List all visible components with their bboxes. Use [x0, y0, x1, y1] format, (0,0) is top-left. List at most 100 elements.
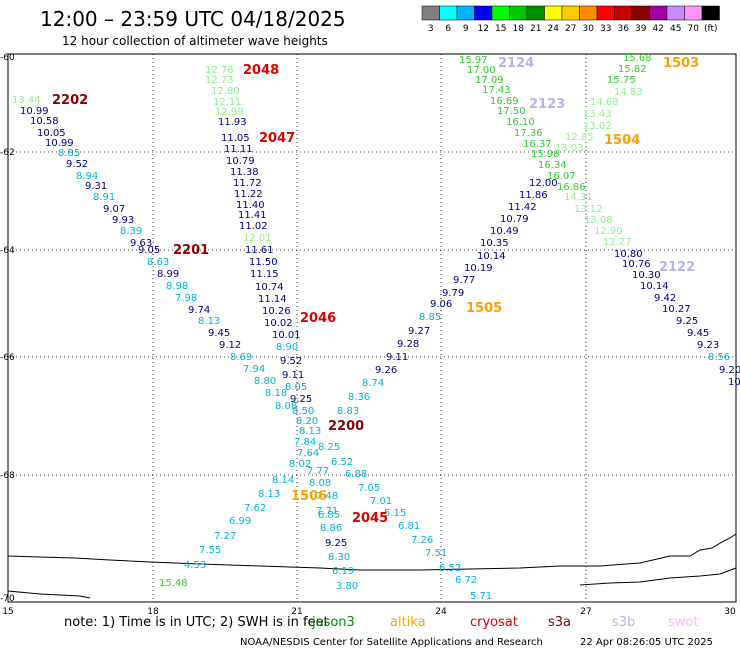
- legend-label: 24: [548, 24, 560, 34]
- legend-swatch: [579, 5, 598, 21]
- wave-height-reading: 8.80: [254, 376, 276, 387]
- satellite-legend-item: s3a: [548, 615, 571, 630]
- wave-height-reading: 8.69: [230, 352, 252, 363]
- legend-label: 15: [495, 24, 506, 34]
- footer-credit: NOAA/NESDIS Center for Satellite Applica…: [240, 637, 543, 648]
- track-label: 1506: [291, 489, 327, 504]
- latitude-label: -62: [0, 148, 15, 158]
- wave-height-reading: 7.98: [175, 293, 197, 304]
- wave-height-reading: 6.72: [455, 575, 477, 586]
- legend-label: 18: [513, 24, 525, 34]
- wave-height-reading: 8.85: [419, 312, 441, 323]
- wave-height-reading: 9.45: [687, 328, 709, 339]
- legend-label: 70: [688, 24, 700, 34]
- wave-height-reading: 9.06: [430, 299, 452, 310]
- longitude-label: 15: [2, 607, 13, 617]
- graticule: [8, 54, 736, 602]
- coastline-east: [579, 567, 737, 586]
- wave-height-reading: 10.14: [477, 251, 506, 262]
- wave-height-reading: 7.64: [297, 448, 319, 459]
- wave-height-reading: 5.15: [384, 508, 406, 519]
- satellite-legend-item: swot: [668, 615, 698, 630]
- wave-height-reading: 11.93: [218, 117, 247, 128]
- wave-height-reading: 17.43: [482, 85, 511, 96]
- wave-height-reading: 14.31: [564, 192, 593, 203]
- longitude-label: 21: [291, 607, 302, 617]
- wave-height-reading: 10.35: [480, 238, 509, 249]
- wave-height-reading: 10.76: [622, 259, 651, 270]
- wave-height-reading: 10.27: [662, 304, 691, 315]
- wave-height-reading: 10.80: [614, 249, 643, 260]
- wave-height-reading: 11.41: [238, 210, 267, 221]
- wave-height-reading: 9.52: [280, 356, 302, 367]
- wave-height-reading: 12.00: [529, 178, 558, 189]
- wave-height-reading: 8.08: [309, 478, 331, 489]
- track-labels: 2202 2201 2048 2047 2046 2045 2200 1505 1506 2124…: [52, 56, 699, 526]
- latitude-label: -66: [0, 353, 15, 363]
- legend-label: 36: [618, 24, 630, 34]
- color-legend: 3 6 9 12 15 18 21 24 27 30 33 36 39 42 45 70 (ft): [421, 5, 720, 34]
- wave-height-reading: 8.74: [362, 378, 384, 389]
- wave-height-reading: 10.99: [45, 138, 74, 149]
- wave-height-reading: 6.99: [229, 516, 251, 527]
- wave-height-reading: 12.73: [205, 75, 234, 86]
- wave-height-reading: 8.85: [58, 148, 80, 159]
- wave-height-reading: 17.50: [497, 106, 526, 117]
- wave-height-reading: 7.62: [244, 503, 266, 514]
- legend-unit: (ft): [704, 24, 718, 34]
- legend-swatch: [596, 5, 615, 21]
- wave-height-reading: 7.51: [425, 548, 447, 559]
- wave-height-reading: 10.58: [30, 116, 59, 127]
- page-title: 12:00 – 23:59 UTC 04/18/2025: [40, 7, 346, 31]
- legend-label: 21: [530, 24, 541, 34]
- wave-height-reading: 16.07: [547, 171, 576, 182]
- wave-height-reading: 10.02: [264, 318, 293, 329]
- satellite-legend-item: jason3: [311, 615, 355, 630]
- wave-height-reading: 12.76: [205, 65, 234, 76]
- legend-label: 12: [478, 24, 489, 34]
- wave-height-reading: 6.52: [331, 457, 353, 468]
- legend-swatch: [491, 5, 510, 21]
- wave-height-reading: 6.85: [318, 510, 340, 521]
- wave-height-reading: 8.39: [120, 226, 142, 237]
- wave-height-reading: 11.05: [221, 133, 250, 144]
- legend-label: 33: [600, 24, 611, 34]
- wave-height-reading: 15.97: [459, 55, 488, 66]
- wave-height-reading: 8.36: [348, 392, 370, 403]
- legend-swatch: [526, 5, 545, 21]
- wave-height-reading: 8.08: [275, 401, 297, 412]
- legend-swatch: [614, 5, 633, 21]
- wave-height-reading: 8.86: [320, 523, 342, 534]
- wave-height-reading: 11.02: [239, 221, 268, 232]
- longitude-label: 30: [724, 607, 736, 617]
- wave-height-reading: 10.14: [640, 281, 669, 292]
- wave-height-reading: 9.12: [219, 340, 241, 351]
- wave-height-readings: 13.4410.9910.5810.0510.998.859.528.949.3…: [12, 53, 740, 602]
- wave-height-reading: 11.42: [508, 202, 537, 213]
- wave-height-reading: 10.99: [20, 106, 49, 117]
- legend-swatch: [701, 5, 720, 21]
- wave-height-reading: 8.14: [272, 475, 294, 486]
- wave-height-reading: 8.83: [337, 406, 359, 417]
- wave-height-reading: 8.13: [299, 426, 321, 437]
- wave-height-reading: 9.23: [697, 340, 719, 351]
- legend-swatch: [474, 5, 493, 21]
- wave-height-reading: 6.81: [398, 521, 420, 532]
- wave-height-reading: 10: [728, 377, 740, 388]
- wave-height-reading: 8.94: [76, 171, 98, 182]
- legend-swatch: [439, 5, 458, 21]
- legend-label: 39: [635, 24, 647, 34]
- wave-height-reading: 9.42: [654, 293, 676, 304]
- satellite-legend-item: altika: [390, 615, 426, 630]
- wave-height-reading: 4.53: [184, 560, 206, 571]
- wave-height-reading: 8.02: [289, 459, 311, 470]
- wave-height-reading: 8.91: [93, 192, 115, 203]
- wave-height-reading: 8.50: [292, 406, 314, 417]
- wave-height-reading: 11.72: [233, 178, 262, 189]
- wave-height-reading: 11.38: [230, 167, 259, 178]
- wave-height-reading: 11.15: [250, 269, 279, 280]
- wave-height-reading: 7.84: [294, 437, 316, 448]
- satellite-legend-item: cryosat: [470, 615, 518, 630]
- longitude-labels: 15 18 21 24 27 30: [2, 607, 736, 617]
- wave-height-reading: 9.74: [188, 305, 210, 316]
